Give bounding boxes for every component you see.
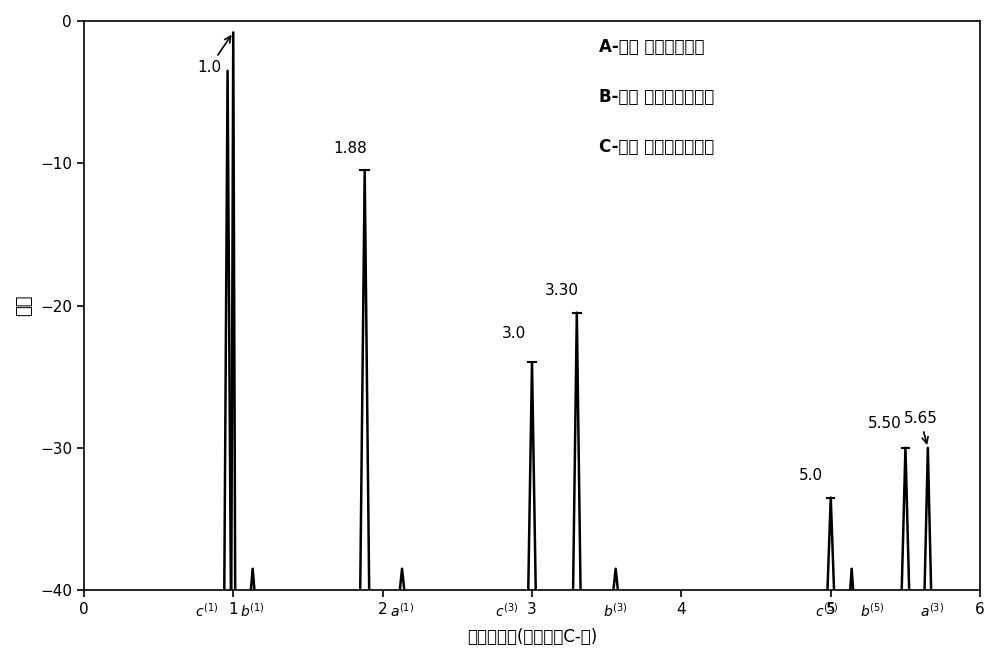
Text: 5.0: 5.0 bbox=[799, 469, 823, 483]
Text: $c^{(1)}$: $c^{(1)}$ bbox=[195, 602, 218, 619]
Text: $a^{(3)}$: $a^{(3)}$ bbox=[920, 602, 944, 619]
Text: $b^{(5)}$: $b^{(5)}$ bbox=[860, 602, 885, 619]
Text: $c^{(5)}$: $c^{(5)}$ bbox=[815, 602, 838, 619]
Text: 1.0: 1.0 bbox=[197, 36, 231, 75]
Text: 3.30: 3.30 bbox=[545, 284, 579, 298]
Text: A-模： 纵向振动模式: A-模： 纵向振动模式 bbox=[599, 38, 705, 56]
Text: B-模： 快剪切振动模式: B-模： 快剪切振动模式 bbox=[599, 88, 714, 106]
Text: 1.88: 1.88 bbox=[333, 141, 367, 156]
Text: $b^{(1)}$: $b^{(1)}$ bbox=[240, 602, 265, 619]
Text: 3.0: 3.0 bbox=[502, 326, 526, 341]
Text: $b^{(3)}$: $b^{(3)}$ bbox=[603, 602, 628, 619]
Text: 5.65: 5.65 bbox=[903, 411, 937, 444]
X-axis label: 归一化频率(参考基频C-模): 归一化频率(参考基频C-模) bbox=[467, 628, 597, 646]
Text: C-模： 满剪切振动模式: C-模： 满剪切振动模式 bbox=[599, 137, 714, 155]
Y-axis label: 衰减: 衰减 bbox=[15, 295, 33, 317]
Text: $a^{(1)}$: $a^{(1)}$ bbox=[390, 602, 414, 619]
Text: 5.50: 5.50 bbox=[868, 416, 901, 431]
Text: $c^{(3)}$: $c^{(3)}$ bbox=[495, 602, 518, 619]
